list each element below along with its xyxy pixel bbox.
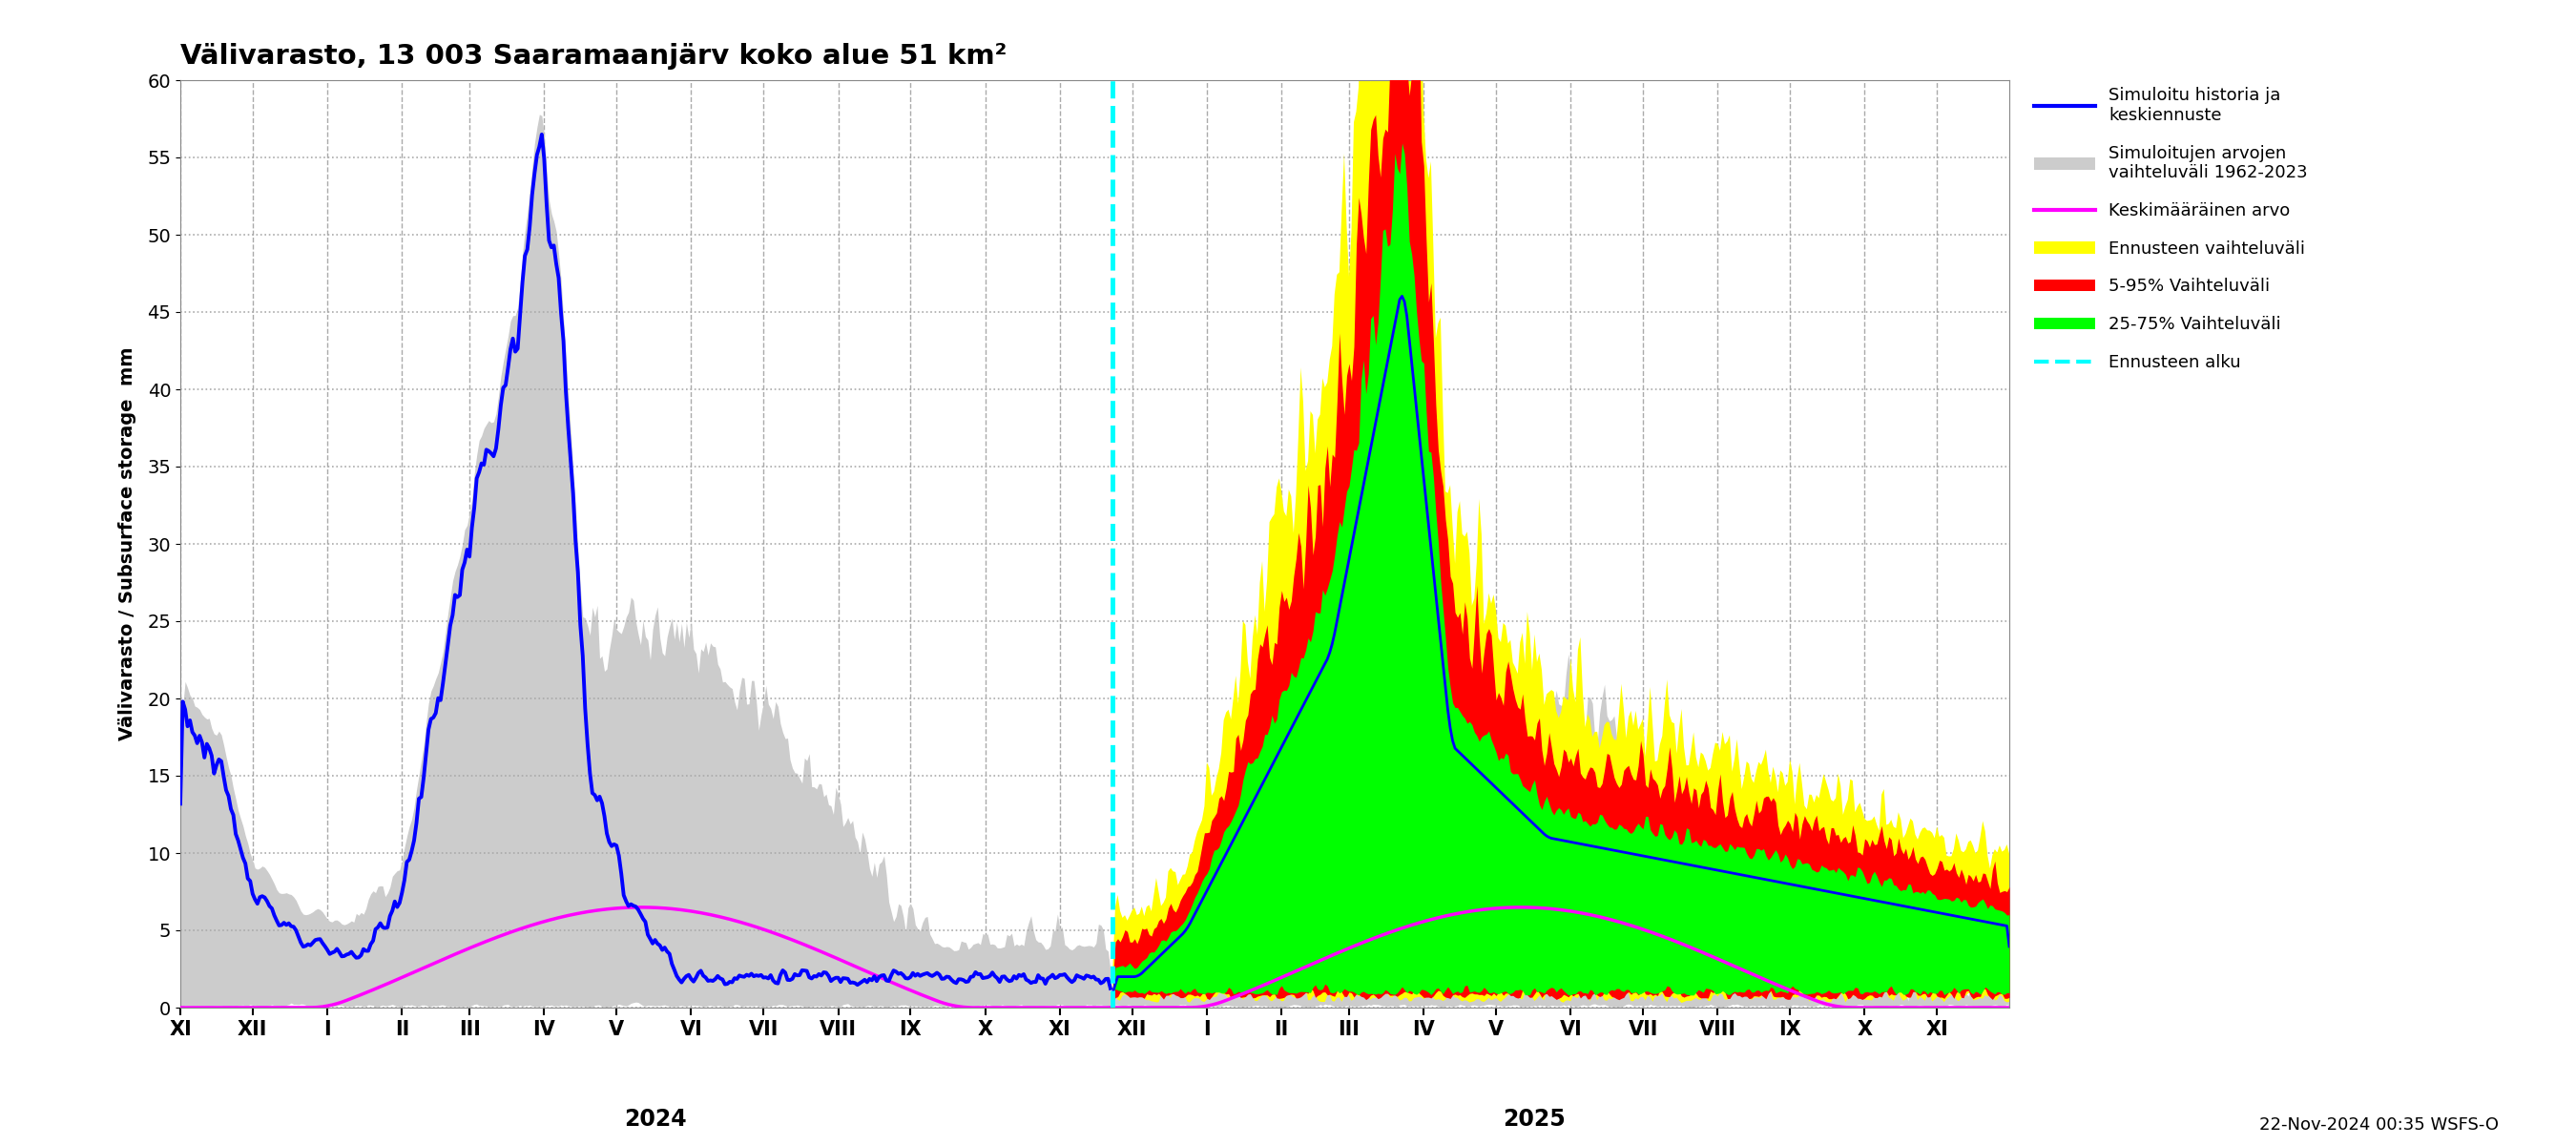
Y-axis label: Välivarasto / Subsurface storage  mm: Välivarasto / Subsurface storage mm <box>118 347 137 741</box>
Text: 22-Nov-2024 00:35 WSFS-O: 22-Nov-2024 00:35 WSFS-O <box>2259 1116 2499 1134</box>
Legend: Simuloitu historia ja
keskiennuste, Simuloitujen arvojen
vaihteluväli 1962-2023,: Simuloitu historia ja keskiennuste, Simu… <box>2027 80 2313 378</box>
Text: 2025: 2025 <box>1504 1108 1566 1131</box>
Text: Välivarasto, 13 003 Saaramaanjärv koko alue 51 km²: Välivarasto, 13 003 Saaramaanjärv koko a… <box>180 44 1007 70</box>
Text: 2024: 2024 <box>623 1108 685 1131</box>
